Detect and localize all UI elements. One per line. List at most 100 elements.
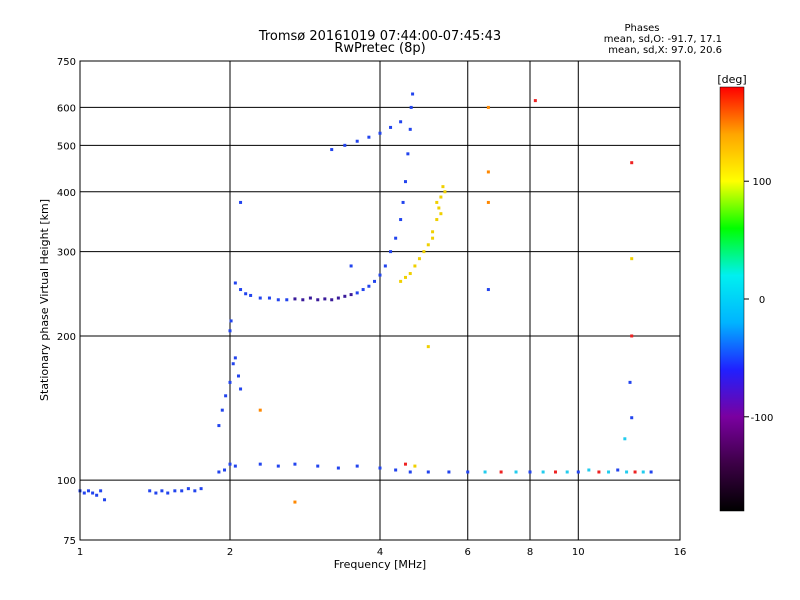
data-point bbox=[378, 466, 382, 470]
data-point bbox=[249, 293, 253, 297]
data-point bbox=[441, 185, 445, 189]
colorbar-tick-label: 100 bbox=[752, 177, 771, 188]
data-point bbox=[401, 200, 405, 204]
data-point bbox=[394, 236, 398, 240]
phases-heading: Phases bbox=[624, 23, 659, 34]
data-point bbox=[99, 489, 103, 493]
data-point bbox=[186, 487, 190, 491]
data-point bbox=[355, 139, 359, 143]
data-point bbox=[607, 470, 611, 474]
data-point bbox=[91, 491, 95, 495]
x-axis-label: Frequency [MHz] bbox=[334, 558, 426, 571]
data-point bbox=[285, 298, 289, 302]
data-point bbox=[630, 416, 634, 420]
data-point bbox=[308, 296, 312, 300]
data-point bbox=[239, 288, 243, 292]
data-point bbox=[258, 296, 262, 300]
data-point bbox=[373, 279, 377, 283]
data-point bbox=[408, 272, 412, 276]
data-point bbox=[413, 264, 417, 268]
phases-x-stats: mean, sd,X: 97.0, 20.6 bbox=[608, 45, 722, 56]
data-point bbox=[244, 292, 248, 296]
data-point bbox=[343, 143, 347, 147]
y-tick-label: 100 bbox=[57, 476, 76, 487]
data-point bbox=[483, 470, 487, 474]
data-point bbox=[267, 296, 271, 300]
data-point bbox=[224, 394, 228, 398]
data-point bbox=[367, 135, 371, 139]
data-point bbox=[349, 264, 353, 268]
y-axis-label: Stationary phase Virtual Height [km] bbox=[38, 199, 51, 401]
y-axis-ticks: 75 100 200 300 400 500 600 750 bbox=[57, 57, 76, 547]
data-point bbox=[220, 408, 224, 412]
data-point bbox=[486, 288, 490, 292]
data-point bbox=[293, 500, 297, 504]
data-point bbox=[435, 218, 439, 222]
data-point bbox=[228, 380, 232, 384]
data-point bbox=[228, 329, 232, 333]
data-point bbox=[193, 489, 197, 493]
data-point bbox=[323, 297, 327, 301]
data-point bbox=[447, 470, 451, 474]
colorbar-tick-label: 0 bbox=[759, 295, 765, 306]
data-point bbox=[435, 200, 439, 204]
data-point bbox=[293, 297, 297, 301]
data-point bbox=[403, 180, 407, 184]
data-point bbox=[330, 148, 334, 152]
data-point bbox=[316, 464, 320, 468]
data-point bbox=[411, 92, 415, 96]
data-point bbox=[409, 105, 413, 109]
data-point bbox=[623, 437, 627, 441]
data-point bbox=[276, 464, 280, 468]
data-point bbox=[233, 281, 237, 285]
data-point bbox=[541, 470, 545, 474]
x-tick-label: 1 bbox=[77, 547, 83, 558]
data-point bbox=[236, 374, 240, 378]
plot-grid bbox=[80, 61, 680, 540]
data-points bbox=[78, 92, 653, 504]
data-point bbox=[528, 470, 532, 474]
data-point bbox=[355, 291, 359, 295]
data-point bbox=[336, 296, 340, 300]
data-point bbox=[293, 462, 297, 466]
data-point bbox=[389, 125, 393, 129]
data-point bbox=[625, 470, 629, 474]
data-point bbox=[95, 493, 99, 497]
data-point bbox=[649, 470, 653, 474]
data-point bbox=[229, 319, 233, 323]
y-tick-label: 75 bbox=[63, 536, 76, 547]
data-point bbox=[378, 131, 382, 135]
data-point bbox=[383, 264, 387, 268]
data-point bbox=[301, 298, 305, 302]
colorbar-tick-label: -100 bbox=[751, 413, 774, 424]
data-point bbox=[553, 470, 557, 474]
data-point bbox=[355, 464, 359, 468]
data-point bbox=[431, 236, 435, 240]
data-point bbox=[431, 230, 435, 234]
x-tick-label: 2 bbox=[227, 547, 233, 558]
y-tick-label: 600 bbox=[57, 103, 76, 114]
data-point bbox=[180, 489, 184, 493]
data-point bbox=[597, 470, 601, 474]
data-point bbox=[514, 470, 518, 474]
data-point bbox=[499, 470, 503, 474]
data-point bbox=[408, 470, 412, 474]
data-point bbox=[633, 470, 637, 474]
data-point bbox=[233, 356, 237, 360]
data-point bbox=[239, 387, 243, 391]
colorbar-ticks: 100 0 -100 bbox=[744, 177, 773, 424]
data-point bbox=[86, 489, 90, 493]
data-point bbox=[336, 466, 340, 470]
data-point bbox=[223, 468, 227, 472]
data-point bbox=[437, 206, 441, 210]
data-point bbox=[576, 470, 580, 474]
data-point bbox=[217, 424, 221, 428]
data-point bbox=[173, 489, 177, 493]
x-tick-label: 16 bbox=[674, 547, 687, 558]
data-point bbox=[239, 200, 243, 204]
data-point bbox=[367, 284, 371, 288]
data-point bbox=[343, 294, 347, 298]
data-point bbox=[361, 288, 365, 292]
data-point bbox=[394, 468, 398, 472]
colorbar bbox=[719, 86, 745, 512]
